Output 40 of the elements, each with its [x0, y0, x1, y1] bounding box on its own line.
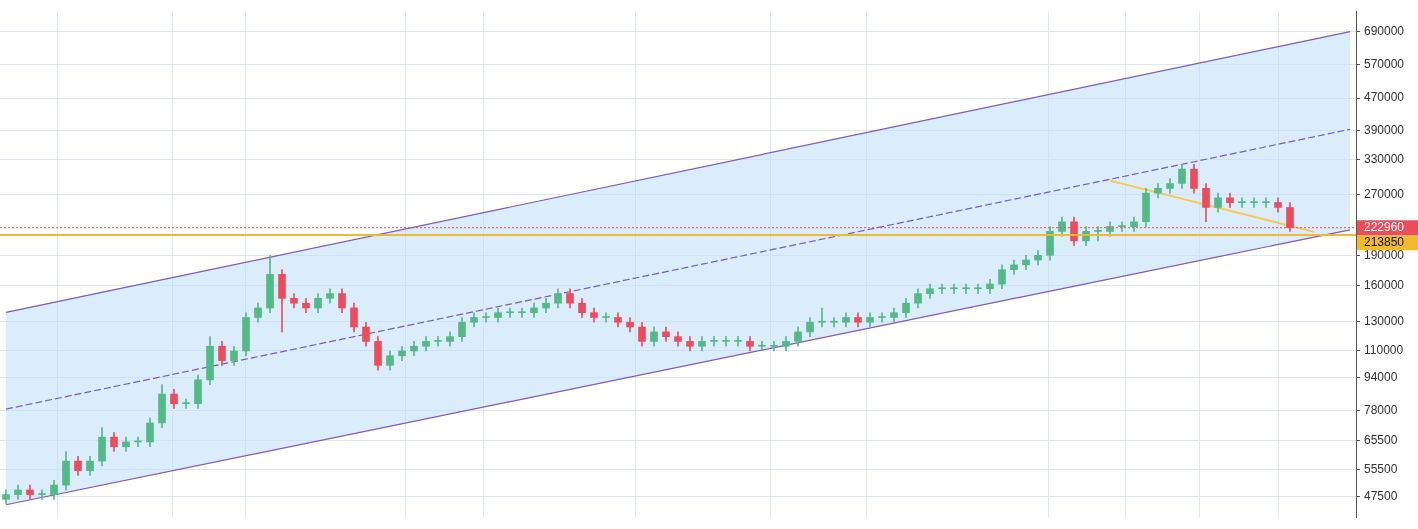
- y-tick-label: 94000: [1364, 370, 1398, 385]
- y-tick-label: 470000: [1364, 90, 1405, 105]
- candlestick: [1118, 221, 1126, 232]
- y-tick-label: 270000: [1364, 186, 1405, 201]
- candlestick: [182, 398, 190, 409]
- y-tick-label: 47500: [1364, 488, 1398, 503]
- y-tick-label: 570000: [1364, 56, 1405, 71]
- candlestick: [818, 307, 826, 328]
- candlestick: [1238, 197, 1246, 208]
- candlestick: [1250, 197, 1258, 208]
- y-tick-label: 160000: [1364, 277, 1405, 292]
- y-tick-label: 130000: [1364, 313, 1405, 328]
- candlestick: [950, 283, 958, 294]
- candlestick: [734, 336, 742, 347]
- y-tick-label: 190000: [1364, 247, 1405, 262]
- y-tick-label: 110000: [1364, 342, 1404, 357]
- candlestick: [758, 341, 766, 352]
- candlestick: [1262, 197, 1270, 208]
- candlestick: [434, 336, 442, 347]
- candlestick: [710, 336, 718, 347]
- y-tick-label: 690000: [1364, 23, 1405, 38]
- candlestick: [878, 312, 886, 323]
- y-tick-label: 55500: [1364, 461, 1398, 476]
- candlestick: [506, 307, 514, 318]
- candlestick: [38, 489, 46, 500]
- ref-line-label: 213850: [1364, 235, 1405, 250]
- y-tick-label: 65500: [1364, 432, 1398, 447]
- y-tick-label: 390000: [1364, 122, 1405, 137]
- y-tick-label: 78000: [1364, 402, 1398, 417]
- y-tick-label: 330000: [1364, 151, 1405, 166]
- candlestick: [830, 317, 838, 328]
- candlestick: [602, 312, 610, 323]
- candlestick: [962, 283, 970, 294]
- candlestick: [938, 283, 946, 294]
- candlestick: [518, 307, 526, 318]
- candlestick: [974, 283, 982, 294]
- candlestick: [482, 312, 490, 323]
- ref-line-label: 222960: [1364, 220, 1405, 235]
- candlestick: [770, 341, 778, 352]
- candlestick: [722, 336, 730, 347]
